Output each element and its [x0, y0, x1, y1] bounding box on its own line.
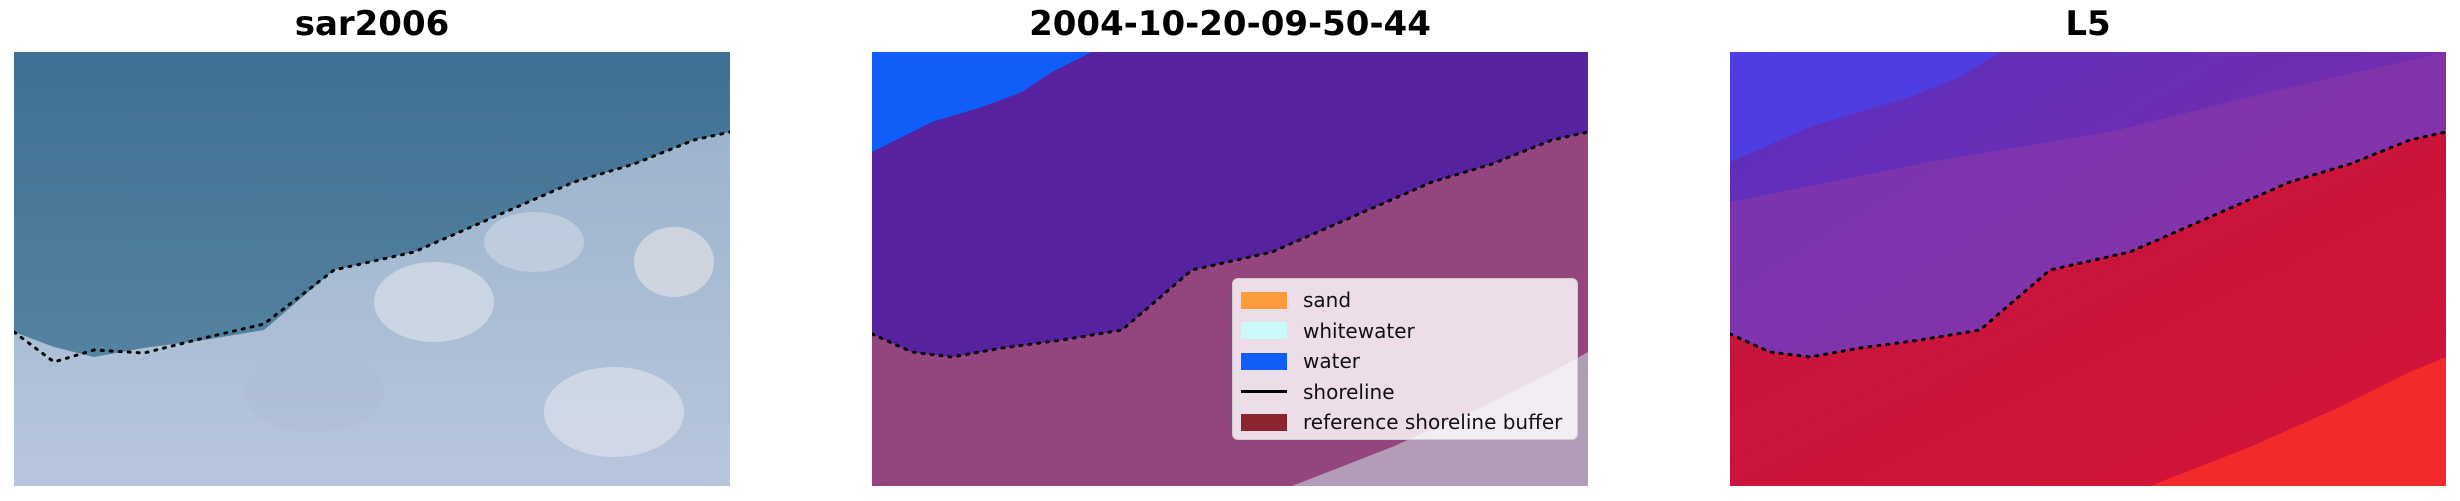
image-panel-sar2006 — [14, 52, 730, 486]
index-image — [1730, 52, 2446, 486]
panel-title-l5: L5 — [2065, 4, 2111, 44]
legend-swatch — [1241, 413, 1287, 431]
panel-title-date: 2004-10-20-09-50-44 — [1029, 4, 1431, 44]
legend-item-whitewater: whitewater — [1241, 316, 1569, 347]
legend-swatch — [1241, 291, 1287, 309]
legend-item-reference-buffer: reference shoreline buffer — [1241, 407, 1569, 438]
legend-item-water: water — [1241, 346, 1569, 377]
legend-label: whitewater — [1303, 318, 1415, 343]
shoreline-line — [1730, 130, 2446, 359]
legend-label: water — [1303, 349, 1360, 374]
legend-label: sand — [1303, 288, 1352, 313]
panel-title-sar2006: sar2006 — [294, 4, 450, 44]
legend-item-sand: sand — [1241, 285, 1569, 316]
legend-swatch — [1241, 322, 1287, 340]
legend-label: shoreline — [1303, 379, 1395, 404]
legend-swatch — [1241, 352, 1287, 370]
legend-line — [1241, 390, 1287, 394]
legend-label: reference shoreline buffer — [1303, 410, 1563, 435]
legend-item-shoreline: shoreline — [1241, 377, 1569, 408]
water-class-region — [872, 52, 1092, 152]
legend: sand whitewater water shoreline referenc… — [1232, 278, 1578, 440]
shoreline-line — [872, 130, 1588, 359]
shoreline-line — [14, 130, 730, 364]
image-panel-l5 — [1730, 52, 2446, 486]
satellite-image-rgb — [14, 52, 730, 486]
